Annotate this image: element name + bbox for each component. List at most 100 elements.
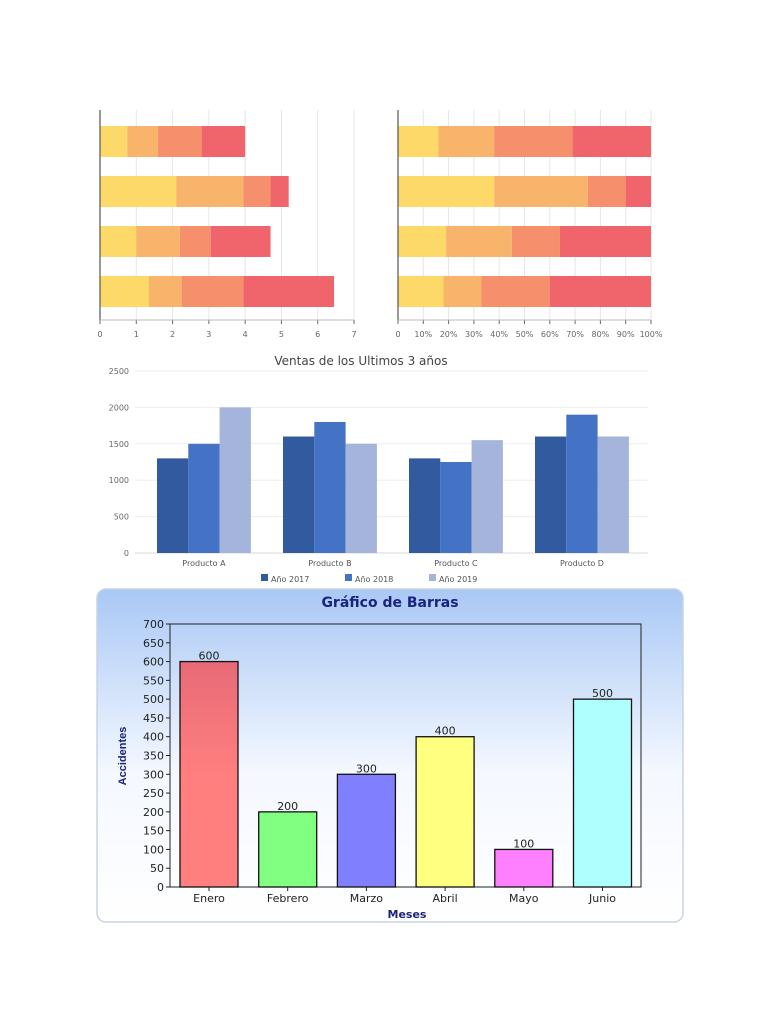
y-tick-label: 500	[114, 513, 129, 522]
x-tick-label: Febrero	[267, 892, 309, 905]
bar-segment	[398, 126, 439, 157]
bar-segment	[398, 276, 444, 307]
x-tick-label: 0	[395, 330, 400, 339]
bar-segment	[443, 276, 482, 307]
data-label: 300	[356, 762, 377, 775]
bar	[471, 440, 503, 553]
y-tick-label: 2500	[109, 367, 129, 376]
y-tick-label: 0	[124, 549, 129, 558]
x-tick-label: 7	[351, 330, 356, 339]
legend-swatch	[345, 574, 352, 581]
x-tick-label: 50%	[516, 330, 534, 339]
grouped-bar-chart-sales: Ventas de los Ultimos 3 años 0 500 1000 150…	[109, 354, 648, 584]
bar-segment	[494, 126, 573, 157]
bar-segment	[100, 126, 128, 157]
y-tick-label: 1000	[109, 476, 129, 485]
bar-segment	[158, 126, 202, 157]
y-tick-label: 550	[143, 674, 164, 687]
chart-panel	[96, 588, 684, 923]
bar	[415, 736, 475, 888]
data-label: 200	[277, 800, 298, 813]
bar	[157, 458, 189, 553]
legend-label: Año 2017	[271, 575, 309, 584]
bar-segment	[136, 226, 180, 257]
data-label: 100	[513, 837, 534, 850]
y-tick-label: 400	[143, 731, 164, 744]
y-tick-label: 2000	[109, 403, 129, 412]
bar-chart-accidents: Gráfico de Barras Accidentes Meses 0 50 10…	[96, 588, 684, 923]
bar	[572, 698, 633, 888]
bar	[597, 436, 629, 553]
bar	[188, 443, 220, 553]
bar-segment	[559, 226, 651, 257]
bar-segment	[549, 276, 651, 307]
x-tick-label: Producto B	[308, 559, 351, 568]
y-tick-label: 650	[143, 637, 164, 650]
bar-segment	[481, 276, 550, 307]
y-tick-label: 100	[143, 843, 164, 856]
x-tick-label: Abril	[433, 892, 458, 905]
bar	[535, 436, 567, 553]
x-tick-label: Producto C	[434, 559, 478, 568]
bar	[219, 407, 251, 553]
x-tick-label: 0	[97, 330, 102, 339]
stacked-bar-chart-absolute: 0 1 2 3 4 5 6 7	[97, 110, 357, 339]
bar-segment	[572, 126, 651, 157]
bar-segment	[446, 226, 512, 257]
y-tick-label: 450	[143, 712, 164, 725]
data-label: 400	[435, 725, 456, 738]
x-tick-label: 70%	[566, 330, 584, 339]
x-tick-label: 30%	[465, 330, 483, 339]
bar-segment	[210, 226, 271, 257]
bar-segment	[127, 126, 159, 157]
x-tick-label: Enero	[193, 892, 225, 905]
y-tick-label: 150	[143, 825, 164, 838]
x-tick-label: 60%	[541, 330, 559, 339]
bar-segment	[100, 276, 149, 307]
bar	[283, 436, 315, 553]
legend-label: Año 2018	[355, 575, 393, 584]
y-tick-label: 250	[143, 787, 164, 800]
bar	[179, 660, 239, 888]
bar	[409, 458, 441, 553]
x-axis-label: Meses	[388, 908, 427, 921]
bar	[258, 811, 318, 888]
bar-segment	[587, 176, 626, 207]
bar	[314, 421, 346, 553]
x-tick-label: Mayo	[509, 892, 539, 905]
bar	[440, 462, 472, 553]
x-tick-label: Producto D	[560, 559, 604, 568]
y-tick-label: 50	[150, 862, 164, 875]
bar	[336, 773, 397, 888]
bar-segment	[494, 176, 588, 207]
y-tick-label: 0	[157, 881, 164, 894]
bar-segment	[243, 176, 271, 207]
bar-segment	[511, 226, 560, 257]
bar-segment	[270, 176, 289, 207]
x-tick-label: Producto A	[182, 559, 226, 568]
y-tick-label: 500	[143, 693, 164, 706]
bar-segment	[181, 276, 244, 307]
y-tick-label: 600	[143, 656, 164, 669]
x-tick-label: Marzo	[350, 892, 384, 905]
bar-segment	[148, 276, 182, 307]
legend-label: Año 2019	[439, 575, 477, 584]
bar	[345, 443, 377, 553]
x-tick-label: 20%	[440, 330, 458, 339]
x-tick-label: 40%	[490, 330, 508, 339]
x-tick-label: 2	[170, 330, 175, 339]
bar-segment	[398, 176, 495, 207]
bar-segment	[201, 126, 246, 157]
stacked-bar-chart-percent: 0 10% 20% 30% 40% 50% 60% 70% 80% 90% 100%	[395, 110, 663, 339]
y-tick-label: 300	[143, 768, 164, 781]
bar-segment	[179, 226, 211, 257]
bar	[494, 848, 554, 888]
y-tick-label: 700	[143, 618, 164, 631]
x-tick-label: 80%	[592, 330, 610, 339]
x-tick-label: 4	[243, 330, 248, 339]
y-tick-label: 1500	[109, 440, 129, 449]
chart-title: Ventas de los Ultimos 3 años	[274, 354, 447, 368]
bar-segment	[243, 276, 335, 307]
x-tick-label: Junio	[588, 892, 616, 905]
